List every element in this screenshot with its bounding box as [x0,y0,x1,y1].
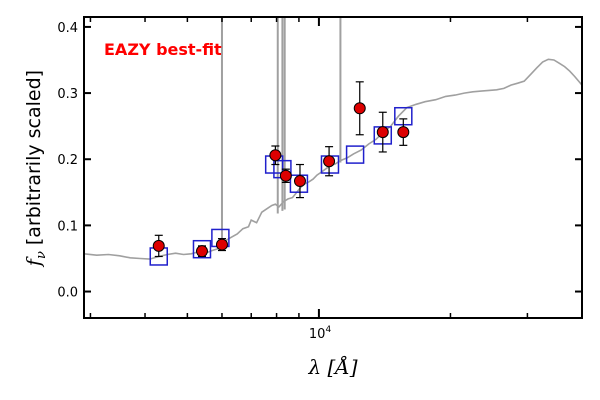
observed-flux-point-0 [152,239,165,252]
observed-flux-point-2 [215,238,228,251]
annotation-label: EAZY best-fit [104,40,222,59]
y-label-symbol: f [23,256,45,268]
observed-flux-point-3 [269,149,282,162]
observed-flux-point-9 [397,126,410,139]
y-tick-label-4: 0.4 [57,21,78,36]
x-axis-label: λ [Å] [307,354,357,379]
svg-text:fν[arbitrarily scaled]: fν [arbitrarily scaled] [23,70,49,268]
observed-flux-point-4 [279,169,292,182]
axis-ticks: 0.0 0.1 0.2 0.3 0.4 104 [57,17,583,342]
observed-flux-point-5 [293,175,306,188]
x-tick-label-0: 104 [309,325,332,342]
model-flux-square-1 [192,239,212,259]
y-label-subscript: ν [34,251,49,259]
y-axis-label: fν [arbitrarily scaled] [23,70,49,268]
plot-frame [83,16,583,319]
model-flux-square-7 [345,145,365,164]
y-tick-label-2: 0.2 [57,153,78,168]
observed-flux-point-8 [376,126,389,139]
plot-content [84,17,582,266]
data-layer [84,17,582,266]
y-tick-label-0: 0.0 [57,286,78,301]
y-tick-label-1: 0.1 [57,219,78,234]
y-label-text: [arbitrarily scaled] [23,70,45,245]
observed-flux-point-1 [195,245,208,258]
observed-flux-point-6 [323,155,336,168]
y-tick-label-3: 0.3 [57,87,78,102]
observed-flux-point-7 [353,102,366,115]
